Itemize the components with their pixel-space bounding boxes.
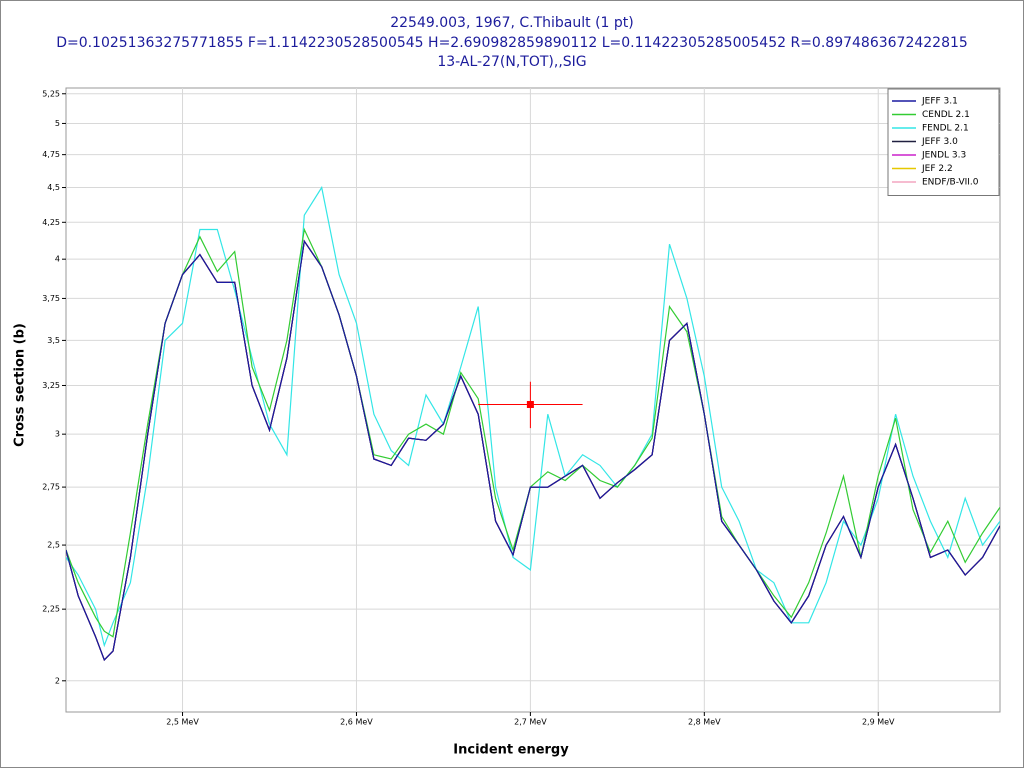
legend-label: CENDL 2.1 <box>922 110 970 120</box>
chart-subtitle: D=0.10251363275771855 F=1.11422305285005… <box>56 35 968 51</box>
series-line <box>66 227 1000 638</box>
series-line <box>66 185 1000 648</box>
y-tick-label: 3,5 <box>47 336 60 345</box>
y-tick-label: 2 <box>55 676 60 685</box>
y-tick-label: 5 <box>55 119 60 128</box>
legend-label: JEFF 3.1 <box>921 97 958 107</box>
x-axis-label: Incident energy <box>453 743 569 758</box>
chart-subtitle: 13-AL-27(N,TOT),,SIG <box>437 54 586 70</box>
legend-label: JENDL 3.3 <box>921 151 966 161</box>
data-point <box>526 400 534 408</box>
y-tick-label: 4,25 <box>42 218 60 227</box>
chart-title: 22549.003, 1967, C.Thibault (1 pt) <box>390 15 634 31</box>
y-tick-label: 3,75 <box>42 294 60 303</box>
legend-label: FENDL 2.1 <box>922 124 969 134</box>
y-tick-label: 2,25 <box>42 605 60 614</box>
x-tick-label: 2,8 MeV <box>688 718 721 727</box>
y-tick-label: 5,25 <box>42 89 60 98</box>
series-line <box>66 239 1000 661</box>
y-tick-label: 2,75 <box>42 483 60 492</box>
y-tick-label: 3 <box>55 430 60 439</box>
y-tick-label: 4 <box>55 255 60 264</box>
y-tick-label: 4,5 <box>47 183 60 192</box>
plot-area <box>65 87 1001 713</box>
x-tick-label: 2,7 MeV <box>514 718 547 727</box>
legend-label: JEFF 3.0 <box>921 137 958 147</box>
y-axis-label: Cross section (b) <box>13 323 28 447</box>
x-tick-label: 2,5 MeV <box>166 718 199 727</box>
x-tick-label: 2,9 MeV <box>862 718 895 727</box>
legend-label: ENDF/B-VII.0 <box>922 178 979 188</box>
y-tick-label: 3,25 <box>42 381 60 390</box>
legend-label: JEF 2.2 <box>921 164 953 174</box>
x-tick-label: 2,6 MeV <box>340 718 373 727</box>
y-tick-label: 4,75 <box>42 150 60 159</box>
y-tick-label: 2,5 <box>47 541 60 550</box>
